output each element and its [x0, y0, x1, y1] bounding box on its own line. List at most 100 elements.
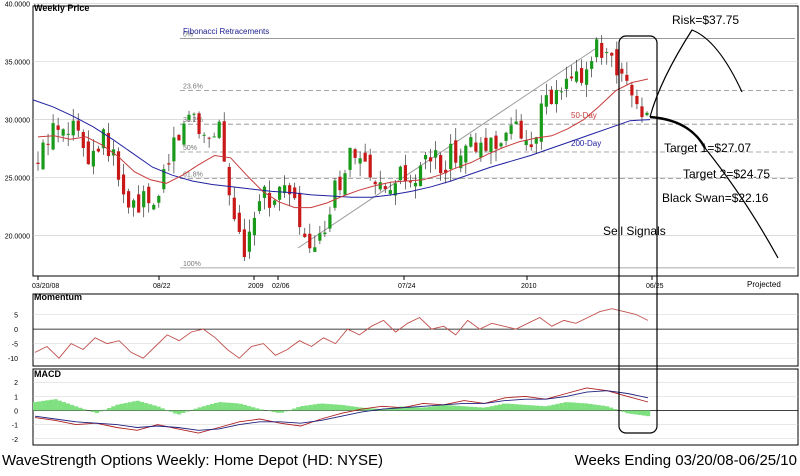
macd-histogram-bar — [526, 405, 531, 411]
macd-histogram-bar — [246, 406, 252, 411]
macd-histogram-bar — [349, 406, 354, 411]
candle-body — [237, 212, 241, 232]
candle-body — [459, 155, 463, 169]
footer-date-range: Weeks Ending 03/20/08-06/25/10 — [574, 452, 797, 469]
macd-histogram-bar — [333, 404, 338, 411]
macd-histogram-bar — [345, 405, 350, 411]
macd-histogram-bar — [127, 402, 132, 411]
macd-histogram-bar — [325, 403, 330, 411]
macd-histogram-bar — [646, 410, 651, 417]
candle-body — [564, 78, 569, 89]
price-panel-title: Weekly Price — [34, 3, 89, 13]
candle-body — [197, 113, 201, 134]
macd-histogram-bar — [386, 408, 392, 411]
candle-body — [504, 132, 508, 141]
macd-histogram-bar — [390, 407, 396, 411]
candle-body — [418, 165, 423, 187]
macd-histogram-bar — [592, 404, 597, 411]
candle-body — [212, 136, 216, 138]
macd-histogram-bar — [152, 405, 157, 411]
macd-histogram-bar — [57, 400, 62, 411]
candle-body — [157, 195, 161, 203]
macd-histogram-bar — [464, 406, 470, 411]
candle-body — [56, 125, 60, 130]
candle-body — [439, 155, 443, 174]
candle-body — [449, 143, 453, 170]
candle-body — [152, 204, 156, 210]
candle-body — [635, 95, 639, 105]
macd-histogram-bar — [53, 399, 58, 411]
price-candles — [36, 35, 649, 261]
macd-histogram-bar — [432, 406, 437, 411]
candle-body — [46, 143, 50, 145]
macd-histogram-bar — [176, 410, 182, 415]
candle-body — [368, 154, 372, 178]
candle-body — [509, 125, 513, 134]
macd-histogram-bar — [473, 407, 478, 411]
macd-histogram-bar — [218, 402, 223, 411]
macd-histogram-bar — [497, 404, 503, 411]
macd-histogram-bar — [567, 402, 573, 411]
macd-histogram-bar — [296, 407, 301, 411]
fibonacci-title: Fibonacci Retracements — [183, 27, 269, 36]
macd-histogram-bar — [94, 410, 99, 414]
macd-histogram-bar — [555, 403, 560, 411]
macd-histogram-bar — [571, 402, 577, 411]
macd-histogram-bar — [600, 405, 605, 411]
candle-body — [413, 182, 418, 187]
macd-histogram-bar — [181, 410, 186, 413]
macd-panel-title: MACD — [34, 369, 61, 379]
candle-body — [91, 150, 95, 167]
macd-histogram-bar — [222, 402, 227, 411]
candle-body — [187, 114, 191, 120]
candle-body — [303, 233, 307, 238]
macd-y-tick-label: -2 — [12, 437, 18, 444]
macd-histogram-bar — [65, 403, 71, 411]
macd-histogram-bar — [288, 409, 293, 411]
candle-body — [474, 142, 478, 152]
candle-body — [484, 137, 488, 151]
momentum-panel-frame — [32, 293, 799, 367]
macd-histogram-bar — [444, 405, 449, 411]
macd-histogram-bar — [230, 402, 235, 411]
macd-histogram-bar — [522, 404, 527, 411]
candle-body — [116, 151, 121, 180]
candle-body — [61, 129, 65, 136]
candle-body — [106, 132, 111, 157]
macd-histogram-bar — [563, 402, 568, 411]
macd-histogram-bar — [481, 407, 486, 411]
candle-body — [162, 169, 166, 190]
candle-body — [222, 121, 226, 162]
macd-histogram-bar — [629, 410, 634, 414]
candle-body — [423, 154, 428, 160]
fibonacci-level-label: 50% — [183, 145, 197, 152]
macd-histogram-bar — [460, 406, 466, 411]
macd-histogram-bar — [493, 405, 498, 411]
macd-histogram-bar — [172, 410, 178, 414]
macd-histogram-bar — [514, 404, 519, 411]
macd-histogram-bar — [403, 406, 408, 411]
candle-body — [66, 133, 70, 135]
candle-body — [549, 89, 553, 105]
macd-histogram-bar — [33, 402, 38, 411]
candle-body — [111, 149, 116, 156]
fibonacci-trend-line — [297, 46, 599, 249]
macd-histogram-bar — [530, 405, 536, 411]
candle-body — [257, 201, 262, 212]
macd-histogram-bar — [382, 408, 387, 411]
fibonacci-levels: 0% 23.6% 38.2% 50% 61.8% 100% — [180, 31, 795, 269]
candle-body — [408, 181, 413, 183]
candle-body — [227, 166, 231, 196]
macd-histogram-bar — [547, 405, 552, 411]
candle-body — [640, 106, 644, 118]
price-y-tick-labels: 20.0000 25.0000 30.0000 35.0000 40.0000 — [5, 2, 30, 241]
ma50-label: 50-Day — [571, 111, 597, 120]
candle-body — [172, 137, 176, 162]
macd-histogram-bar — [534, 405, 540, 411]
macd-histogram-bar — [370, 408, 375, 411]
macd-histogram-bar — [604, 406, 610, 411]
candle-body — [147, 186, 151, 204]
price-y-tick-label: 35.0000 — [5, 60, 30, 67]
macd-y-tick-label: 2 — [14, 380, 18, 387]
candle-body — [393, 183, 397, 196]
